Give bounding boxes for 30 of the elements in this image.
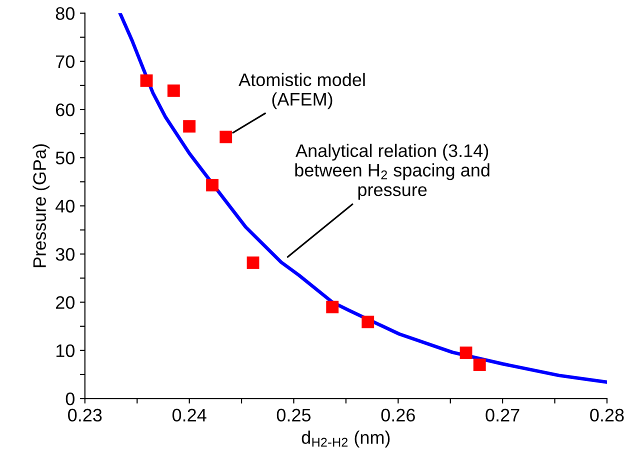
x-tick-label: 0.23 [68, 408, 102, 422]
line-series [118, 13, 607, 384]
y-tick-label: 30 [56, 248, 74, 261]
annotation: Analytical relation (3.14) between H$_{2}$ spacing and pressure [295, 144, 490, 200]
y-tick-label: 50 [56, 152, 74, 164]
x-tick-label: 0.27 [486, 408, 520, 422]
y-axis-title: Pressure (GPa) [32, 144, 50, 268]
x-axis-title: d$_{H2-H2}$ (nm) [302, 430, 390, 448]
y-tick-label: 60 [56, 103, 74, 116]
point [362, 316, 374, 328]
y-tick-label: 20 [56, 296, 74, 309]
point [140, 74, 153, 87]
y-tick-label: 70 [56, 55, 74, 68]
point [460, 346, 472, 360]
x-tick-label: 0.28 [590, 408, 624, 422]
point [326, 300, 339, 314]
point [183, 120, 196, 133]
y-tick-label: 80 [56, 7, 74, 20]
x-tick-label: 0.25 [276, 408, 311, 422]
point [167, 84, 180, 97]
x-tick-label: 0.26 [381, 408, 415, 422]
x-tick-label: 0.24 [172, 408, 206, 422]
point [220, 130, 232, 144]
y-tick-label: 40 [56, 200, 74, 213]
point [206, 178, 219, 192]
point [473, 358, 486, 372]
y-tick-label: 10 [56, 344, 74, 358]
point [246, 256, 260, 269]
y-tick-label: 0 [66, 392, 74, 406]
annotation: Atomistic model (AFEM) [238, 72, 365, 110]
